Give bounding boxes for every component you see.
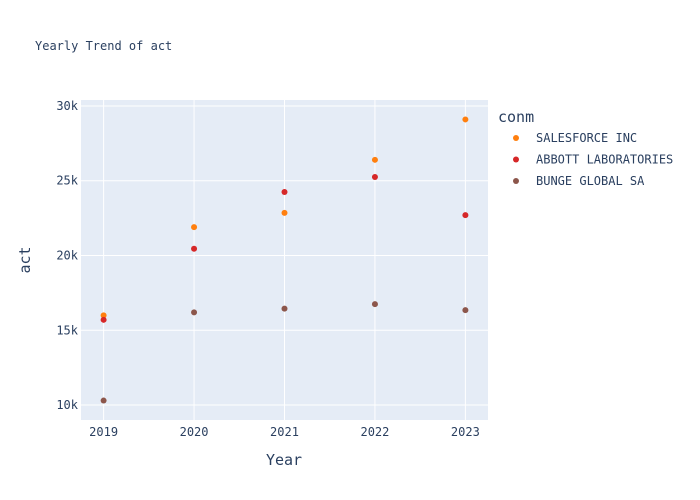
y-tick-label: 20k: [56, 249, 78, 263]
chart-title: Yearly Trend of act: [35, 39, 172, 53]
legend: SALESFORCE INC ABBOTT LABORATORIES BUNGE G…: [513, 131, 673, 188]
legend-label: ABBOTT LABORATORIES: [536, 153, 673, 167]
y-gridlines: [81, 105, 488, 406]
x-tick-label: 2019: [89, 425, 118, 439]
legend-label: BUNGE GLOBAL SA: [536, 174, 645, 188]
x-axis-ticks: 2019 2020 2021 2022 2023: [89, 425, 480, 439]
data-point: [371, 301, 378, 308]
data-point: [371, 174, 378, 181]
x-axis-title: Year: [266, 451, 302, 469]
legend-label: SALESFORCE INC: [536, 131, 637, 145]
y-tick-label: 30k: [56, 99, 78, 113]
y-tick-label: 25k: [56, 174, 78, 188]
data-point: [462, 116, 469, 123]
x-tick-label: 2020: [180, 425, 209, 439]
data-point: [462, 307, 469, 314]
data-point: [191, 224, 198, 231]
data-point: [462, 212, 469, 219]
data-point: [281, 305, 288, 312]
data-points: [100, 116, 469, 404]
legend-marker: [513, 135, 519, 141]
legend-marker: [513, 156, 519, 163]
data-point: [191, 309, 198, 316]
data-point: [100, 312, 107, 319]
x-tick-label: 2023: [451, 425, 480, 439]
x-tick-label: 2022: [360, 425, 389, 439]
legend-marker: [513, 178, 519, 184]
data-point: [100, 316, 107, 323]
y-tick-label: 15k: [56, 323, 78, 337]
x-tick-label: 2021: [270, 425, 299, 439]
legend-title: conm: [498, 108, 534, 126]
y-tick-label: 10k: [56, 398, 78, 412]
data-point: [281, 188, 288, 195]
x-gridlines: [103, 100, 466, 420]
y-axis-title: act: [16, 246, 34, 273]
data-point: [371, 156, 378, 163]
data-point: [191, 245, 198, 252]
data-point: [281, 209, 288, 216]
data-point: [100, 397, 107, 404]
y-axis-ticks: 10k 15k 20k 25k 30k: [56, 99, 78, 412]
